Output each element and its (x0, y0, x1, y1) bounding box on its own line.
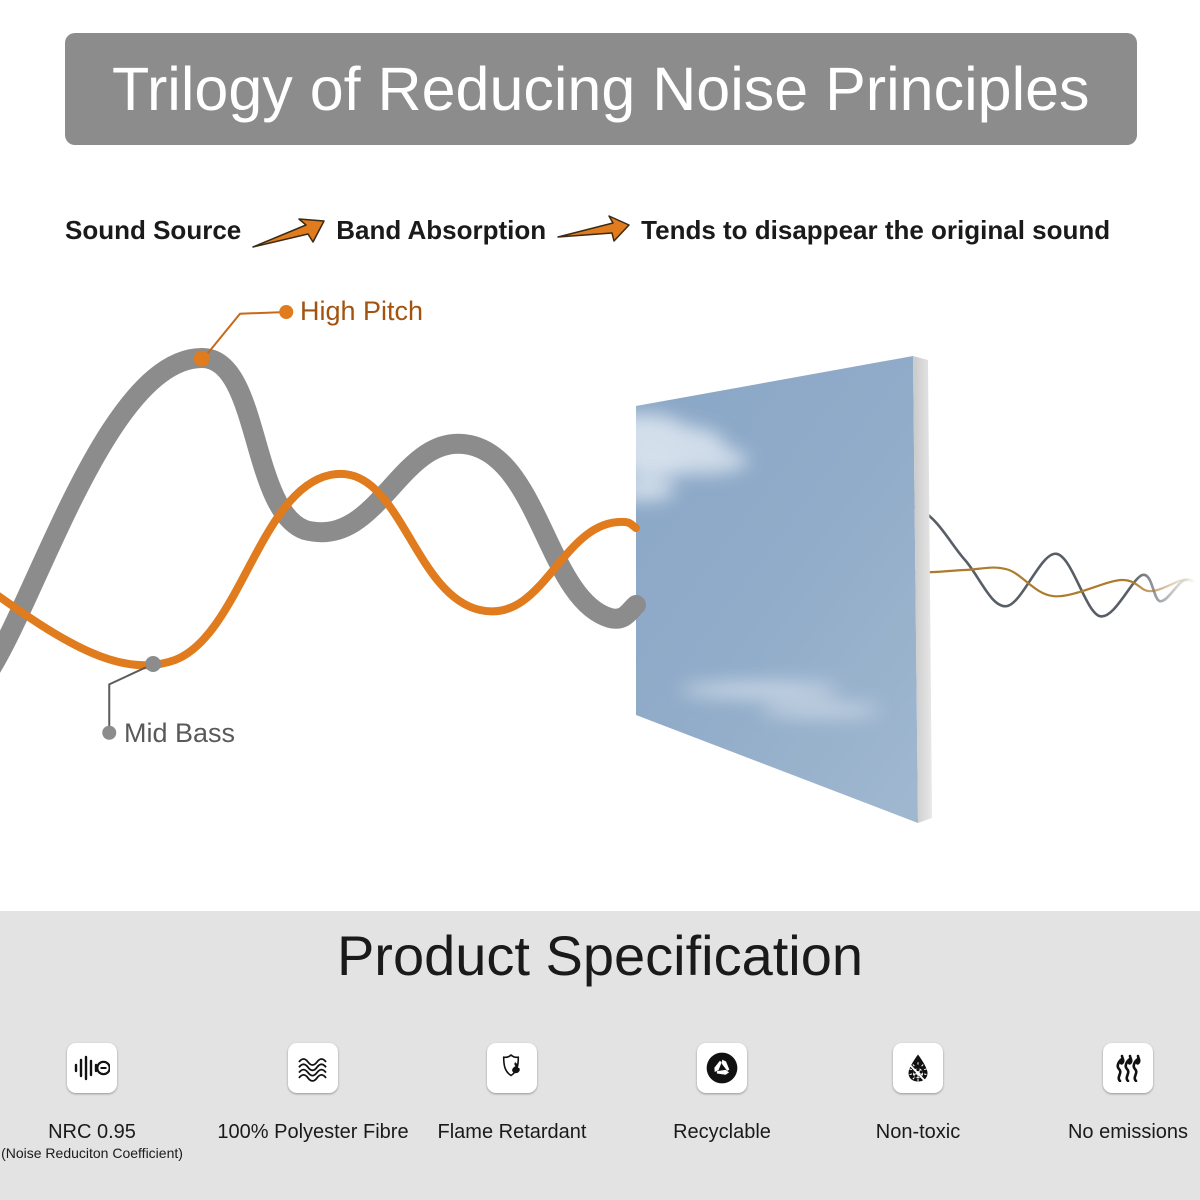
svg-text:Mid Bass: Mid Bass (124, 718, 235, 748)
svg-text:High Pitch: High Pitch (300, 296, 423, 326)
